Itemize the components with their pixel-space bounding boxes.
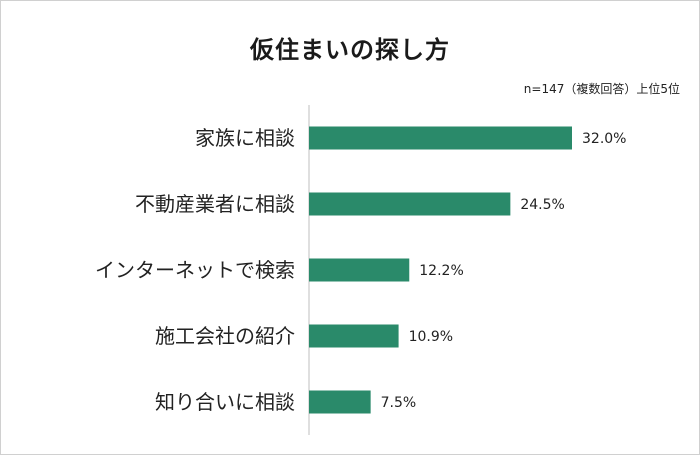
chart-title: 仮住まいの探し方 [250,36,450,64]
sample-note: n=147（複数回答）上位5位 [523,82,680,96]
bars-group: 家族に相談 32.0% 不動産業者に相談 24.5% インターネットで検索 12.2% 施工… [95,126,626,414]
category-label-1: 家族に相談 [195,126,295,150]
bar-3 [309,258,410,282]
category-label-4: 施工会社の紹介 [155,324,295,348]
category-label-2: 不動産業者に相談 [135,192,295,216]
bar-1 [309,126,572,150]
bar-5 [309,390,371,414]
value-label-1: 32.0% [582,131,626,147]
bar-2 [309,192,511,216]
value-label-5: 7.5% [381,395,417,411]
value-label-2: 24.5% [520,197,564,213]
value-label-3: 12.2% [419,263,463,279]
bar-4 [309,324,399,348]
category-label-3: インターネットで検索 [95,258,295,282]
category-label-5: 知り合いに相談 [155,390,295,414]
value-label-4: 10.9% [409,329,453,345]
